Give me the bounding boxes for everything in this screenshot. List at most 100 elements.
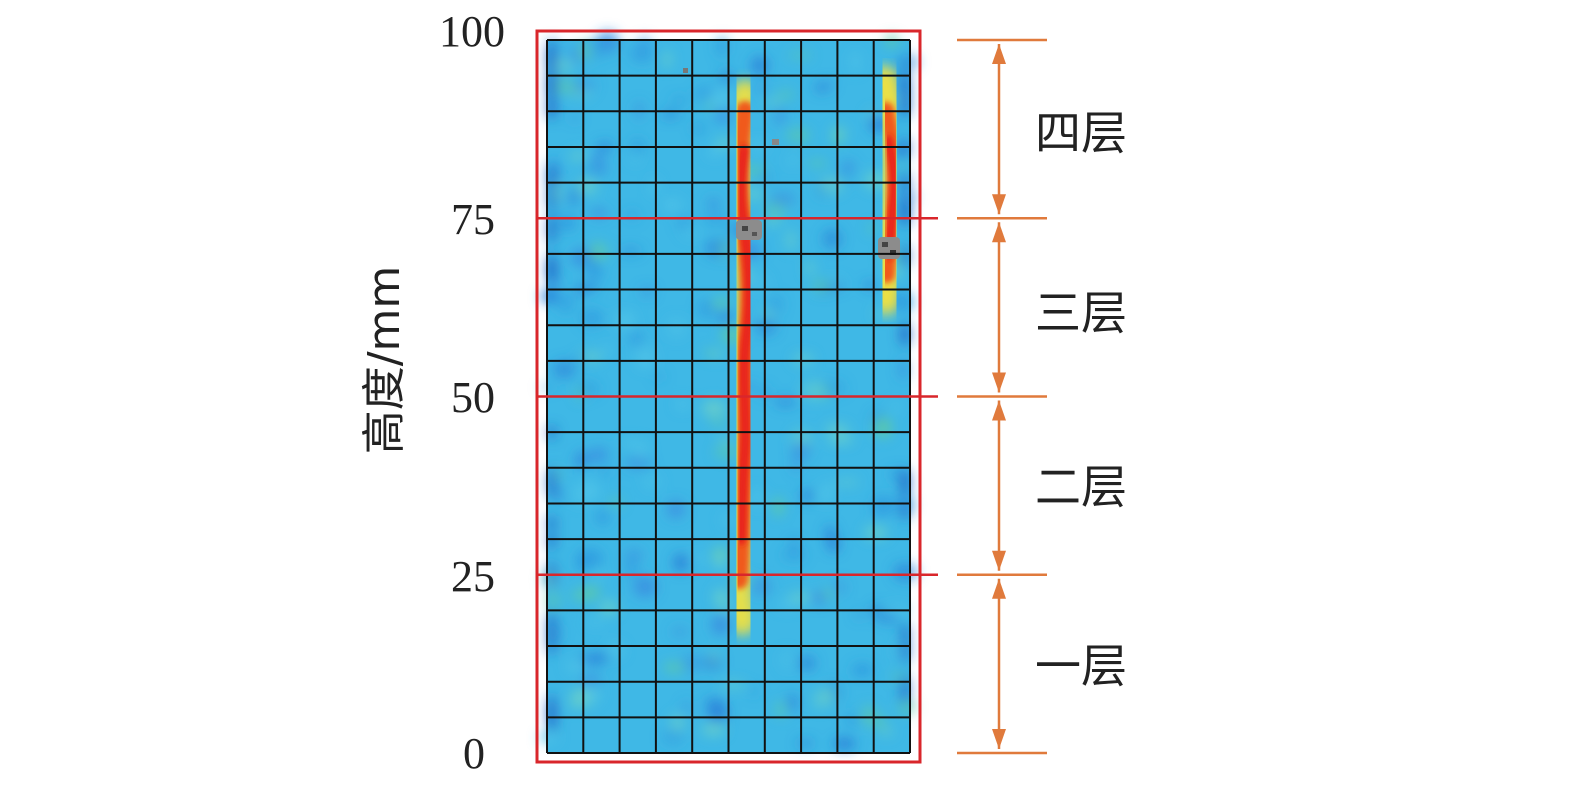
speckle [708, 88, 733, 110]
edge-speckle [547, 703, 557, 734]
speckle [854, 612, 864, 619]
edge-speckle [900, 624, 910, 638]
speckle [720, 682, 747, 689]
speckle [777, 89, 795, 100]
y-tick-25: 25 [451, 552, 495, 601]
speckle [749, 685, 759, 697]
speckle [578, 382, 599, 397]
edge-speckle [547, 515, 557, 531]
speckle [599, 599, 618, 616]
speckle [624, 548, 644, 562]
speckle [702, 399, 726, 417]
speckle [872, 495, 894, 517]
speckle [833, 580, 846, 595]
arrow-down-icon [992, 550, 1006, 571]
speckle [650, 178, 659, 195]
speckle [821, 381, 846, 395]
speckle [797, 655, 816, 671]
speckle [891, 400, 900, 413]
speckle [676, 399, 690, 410]
speckle [707, 197, 720, 211]
y-tick-100: 100 [439, 7, 505, 56]
speckle [624, 557, 639, 578]
speckle [582, 586, 601, 598]
edge-speckle [547, 628, 557, 655]
speckle [692, 121, 705, 136]
speckle [595, 161, 607, 173]
edge-speckle [547, 191, 557, 210]
speckle [708, 418, 729, 426]
speckle [579, 42, 591, 61]
speckle [584, 39, 607, 60]
speckle [864, 526, 888, 539]
speckle [706, 146, 724, 158]
speckle [676, 216, 691, 229]
arrow-up-icon [992, 44, 1006, 64]
arrow-up-icon [992, 222, 1006, 243]
speckle [719, 70, 733, 84]
y-tick-50: 50 [451, 373, 495, 422]
layer-dividers [537, 217, 938, 576]
speckle [580, 480, 600, 501]
layer-label-2: 二层 [1035, 460, 1127, 514]
speckle [545, 591, 561, 610]
speckle [785, 229, 797, 252]
speckle [834, 479, 860, 486]
speckle [792, 353, 814, 365]
speckle [595, 510, 610, 525]
speckle [709, 650, 720, 665]
crack-right [870, 66, 910, 314]
speckle [600, 463, 610, 479]
arrow-up-icon [992, 578, 1006, 599]
speckle [583, 684, 602, 703]
speckle [878, 727, 895, 737]
speckle [629, 154, 641, 163]
speckle [567, 191, 579, 206]
arrow-down-icon [992, 194, 1006, 215]
speckle [822, 588, 833, 601]
speckle [601, 346, 614, 353]
speckle [824, 686, 834, 705]
speckle [704, 698, 724, 706]
speckle [573, 80, 597, 90]
speckle [805, 261, 815, 276]
speckle [787, 51, 812, 59]
edge-speckle [547, 213, 557, 244]
arrow-down-icon [992, 372, 1006, 393]
speckle [893, 563, 918, 581]
edge-speckle [900, 633, 910, 664]
speckle [806, 160, 828, 167]
speckle [851, 51, 860, 73]
speckle [800, 489, 814, 502]
speckle [820, 482, 833, 504]
speckle [569, 114, 581, 122]
speckle [633, 575, 657, 598]
speckle [552, 360, 576, 379]
speckle [663, 662, 685, 673]
speckle [885, 35, 899, 47]
speckle [640, 287, 655, 296]
speckle [660, 110, 681, 120]
edge-speckle [900, 468, 910, 489]
edge-speckle [900, 81, 910, 97]
edge-speckle [547, 94, 557, 113]
speckle [584, 352, 593, 359]
speckle [634, 439, 649, 461]
speckle [763, 309, 774, 319]
speckle [635, 347, 656, 369]
speckle [896, 54, 920, 69]
speckle [852, 663, 873, 677]
y-tick-0: 0 [463, 729, 485, 778]
speckle [555, 490, 566, 501]
speckle [671, 97, 688, 104]
speckle [673, 553, 689, 572]
speckle [568, 90, 592, 97]
speckle [750, 576, 772, 597]
speckle [876, 612, 899, 623]
speckle [709, 350, 725, 359]
speckle [833, 737, 856, 750]
edge-speckle [547, 259, 557, 281]
speckle [557, 292, 574, 314]
speckle [585, 619, 606, 626]
speckle [697, 298, 716, 320]
